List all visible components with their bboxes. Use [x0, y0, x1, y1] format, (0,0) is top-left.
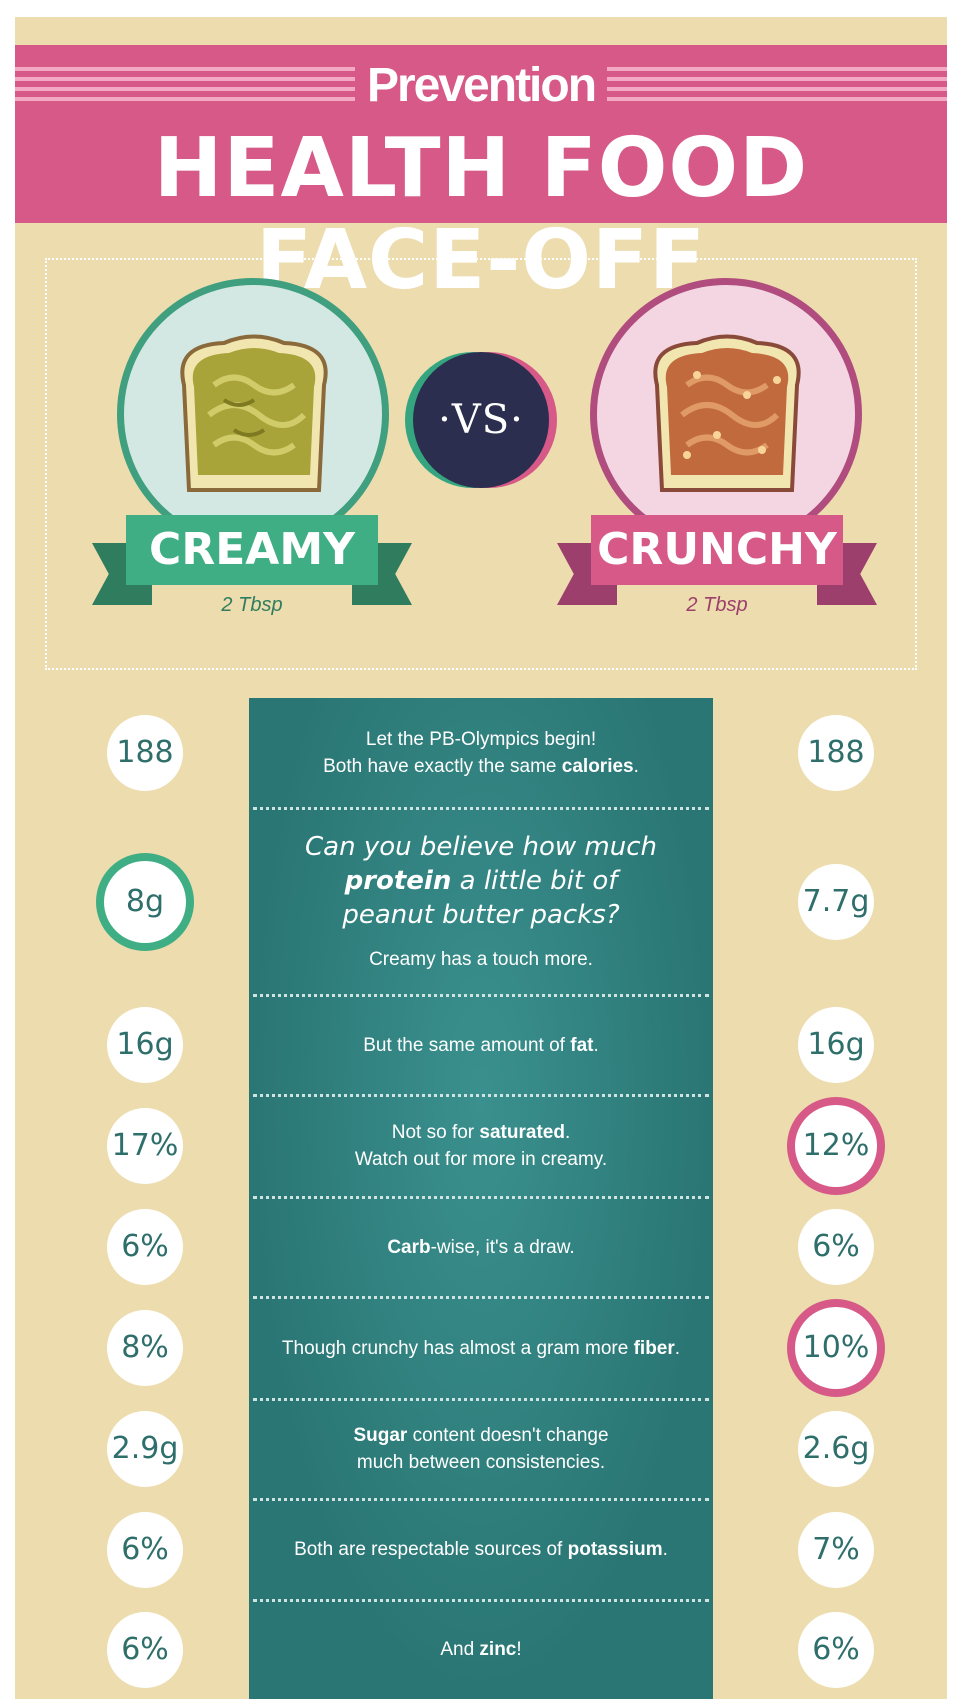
row-divider — [253, 994, 709, 997]
contenders-panel: ·VS· CREAMY CRUNCHY 2 Tbsp 2 Tbsp — [45, 258, 917, 670]
creamy-serving: 2 Tbsp — [152, 594, 352, 617]
line-text: Both have exactly the same — [323, 756, 562, 777]
row-divider — [253, 1094, 709, 1097]
row-divider — [253, 807, 709, 810]
creamy-plate-illustration — [117, 278, 389, 550]
comparison-line: Though crunchy has almost a gram more fi… — [282, 1335, 680, 1362]
creamy-value-circle: 8g — [104, 861, 186, 943]
line-text: -wise, it's a draw. — [431, 1237, 575, 1258]
vs-badge: ·VS· — [413, 352, 549, 488]
nutrient-keyword: saturated — [479, 1122, 565, 1143]
line-text: Though crunchy has almost a gram more — [282, 1338, 634, 1359]
crunchy-value-circle: 16g — [798, 1007, 874, 1083]
nutrient-keyword: fat — [570, 1035, 593, 1056]
line-text: Let the PB-Olympics begin! — [366, 729, 596, 750]
comparison-line: But the same amount of fat. — [363, 1032, 599, 1059]
brand-row: Prevention — [15, 57, 947, 115]
creamy-value-circle: 8% — [107, 1310, 183, 1386]
creamy-value-circle: 188 — [107, 715, 183, 791]
comparison-text: But the same amount of fat. — [249, 995, 713, 1095]
comparison-line: And zinc! — [440, 1636, 521, 1663]
comparison-text: Both are respectable sources of potassiu… — [249, 1499, 713, 1600]
creamy-value-circle: 16g — [107, 1007, 183, 1083]
nutrient-keyword: zinc — [479, 1639, 516, 1660]
line-text: content doesn't change — [407, 1425, 608, 1446]
nutrient-keyword: calories — [562, 756, 634, 777]
comparison-text: Carb-wise, it's a draw. — [249, 1197, 713, 1297]
question-line: protein a little bit of — [305, 864, 657, 898]
crunchy-label: CRUNCHY — [591, 515, 843, 585]
line-text: . — [593, 1035, 598, 1056]
brand-logo: Prevention — [355, 57, 607, 115]
crunchy-value-circle: 6% — [798, 1209, 874, 1285]
comparison-text: Though crunchy has almost a gram more fi… — [249, 1297, 713, 1399]
crunchy-serving: 2 Tbsp — [617, 594, 817, 617]
comparison-line: Carb-wise, it's a draw. — [387, 1234, 574, 1261]
comparison-text: Let the PB-Olympics begin! Both have exac… — [249, 698, 713, 808]
question-text: a little bit of — [451, 866, 617, 896]
crunchy-toast-icon — [627, 325, 827, 505]
line-text: Creamy has a touch more. — [369, 949, 593, 970]
nutrient-keyword: potassium — [568, 1539, 663, 1560]
row-divider — [253, 1398, 709, 1401]
crunchy-value-circle: 12% — [795, 1105, 877, 1187]
creamy-toast-icon — [154, 325, 354, 505]
line-text: And — [440, 1639, 479, 1660]
row-divider — [253, 1498, 709, 1501]
creamy-value-circle: 6% — [107, 1612, 183, 1688]
line-text: . — [634, 756, 639, 777]
creamy-value-circle: 6% — [107, 1512, 183, 1588]
line-text: . — [675, 1338, 680, 1359]
question-keyword: protein — [345, 866, 452, 896]
stripes-decoration — [15, 67, 355, 105]
question-line: peanut butter packs? — [305, 898, 657, 932]
line-text: . — [565, 1122, 570, 1143]
creamy-value-circle: 6% — [107, 1209, 183, 1285]
line-text: But the same amount of — [363, 1035, 570, 1056]
stripes-decoration — [607, 67, 947, 105]
crunchy-value-circle: 7% — [798, 1512, 874, 1588]
comparison-line: Both are respectable sources of potassiu… — [294, 1536, 668, 1563]
line-text: . — [663, 1539, 668, 1560]
line-text: Not so for — [392, 1122, 480, 1143]
comparison-line: Watch out for more in creamy. — [355, 1146, 607, 1173]
crunchy-value-circle: 2.6g — [798, 1411, 874, 1487]
comparison-line: Not so for saturated. — [392, 1119, 570, 1146]
row-divider — [253, 1296, 709, 1299]
creamy-value-circle: 2.9g — [107, 1411, 183, 1487]
creamy-value-circle: 17% — [107, 1108, 183, 1184]
crunchy-plate-illustration — [590, 278, 862, 550]
nutrient-keyword: Carb — [387, 1237, 430, 1258]
comparison-text: And zinc! — [249, 1600, 713, 1699]
comparison-line: Both have exactly the same calories. — [323, 753, 639, 780]
line-text: ! — [516, 1639, 521, 1660]
creamy-label: CREAMY — [126, 515, 378, 585]
comparison-line: Sugar content doesn't change — [353, 1422, 608, 1449]
comparison-text: Not so for saturated. Watch out for more … — [249, 1095, 713, 1197]
comparison-text: Sugar content doesn't change much between… — [249, 1399, 713, 1499]
header-banner: Prevention HEALTH FOOD FACE-OFF — [15, 45, 947, 223]
question-line: Can you believe how much — [305, 830, 657, 864]
nutrient-keyword: Sugar — [353, 1425, 407, 1446]
line-text: Watch out for more in creamy. — [355, 1149, 607, 1170]
comparison-line: much between consistencies. — [357, 1449, 605, 1476]
row-divider — [253, 1196, 709, 1199]
nutrient-keyword: fiber — [634, 1338, 675, 1359]
crunchy-value-circle: 10% — [795, 1307, 877, 1389]
line-text: Both are respectable sources of — [294, 1539, 568, 1560]
comparison-line: Let the PB-Olympics begin! — [366, 726, 596, 753]
comparison-text: Can you believe how much protein a little… — [249, 808, 713, 995]
crunchy-value-circle: 188 — [798, 715, 874, 791]
comparison-line: Creamy has a touch more. — [369, 946, 593, 973]
crunchy-value-circle: 7.7g — [798, 864, 874, 940]
crunchy-value-circle: 6% — [798, 1612, 874, 1688]
line-text: much between consistencies. — [357, 1452, 605, 1473]
row-divider — [253, 1599, 709, 1602]
protein-question: Can you believe how much protein a little… — [305, 830, 657, 932]
